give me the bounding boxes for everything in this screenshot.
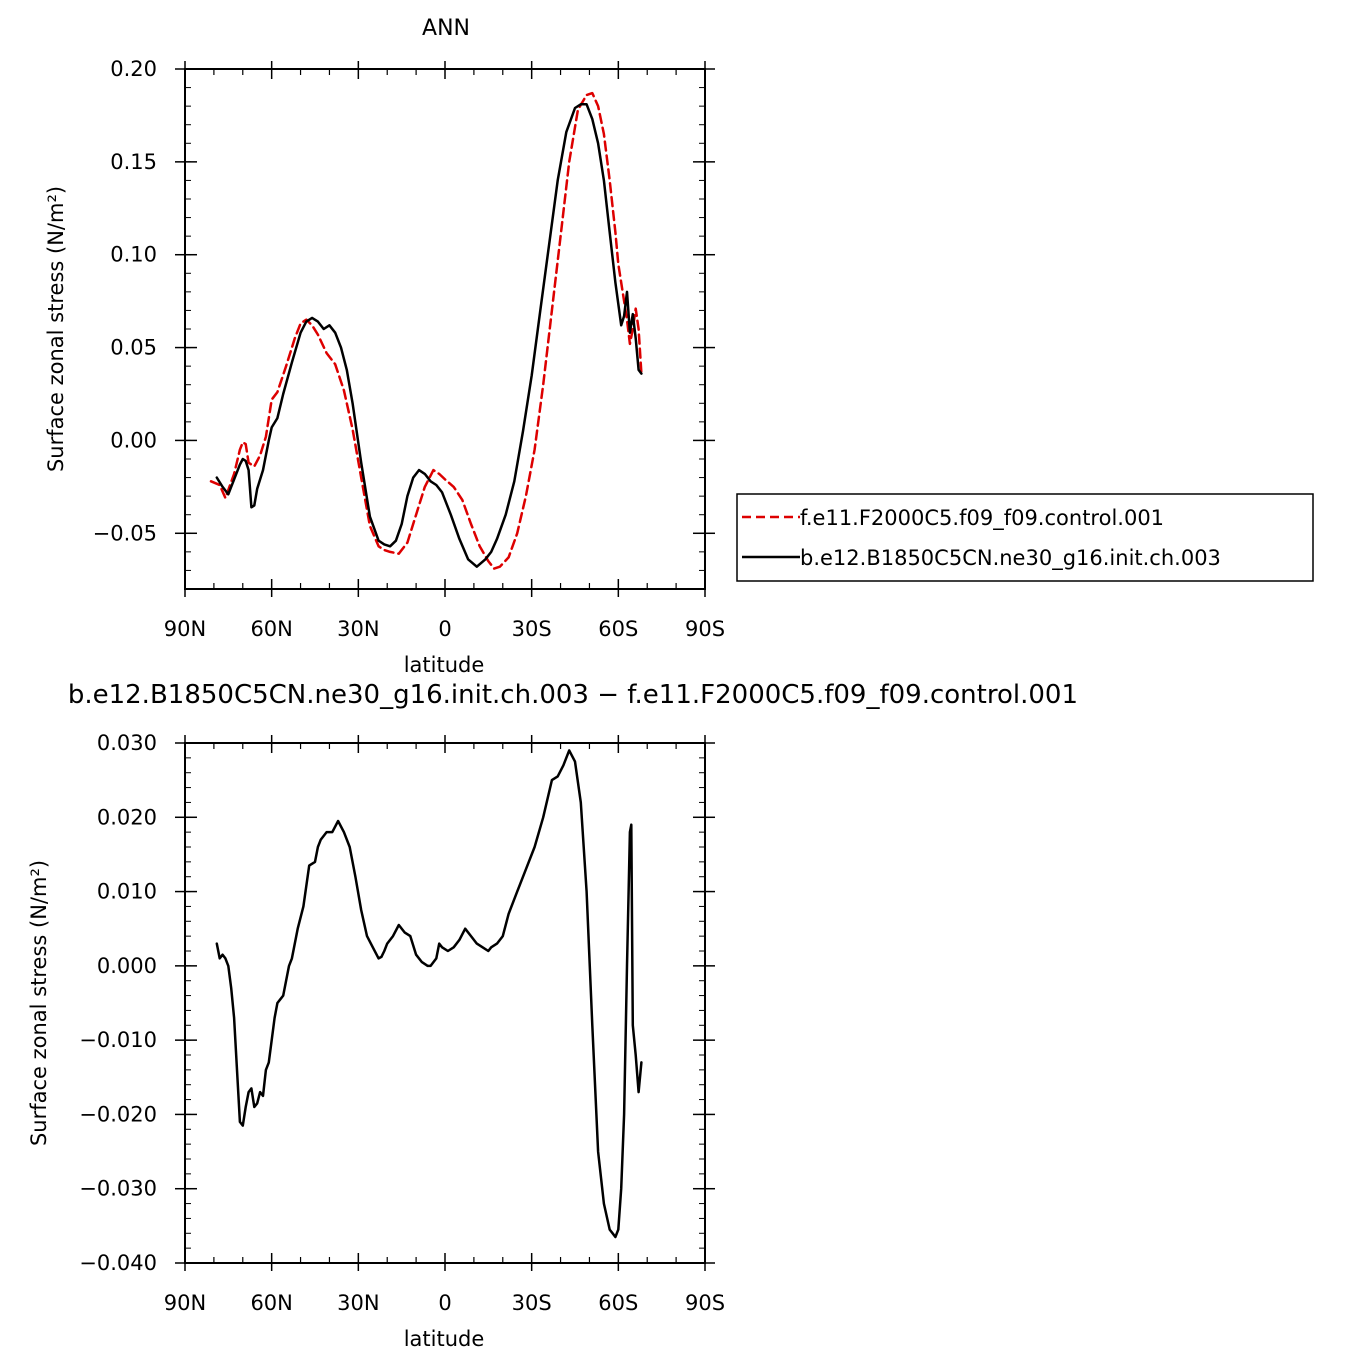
panel-1: ANN Surface zonal stress (N/m²) latitude… — [44, 16, 1314, 677]
panel-2-ticks: 90N 60N 30N 0 30S 60S 90S 0.030 0.020 0.010 0.000 −… — [79, 731, 725, 1315]
panel-1-ticks: 90N 60N 30N 0 30S 60S 90S 0.20 0.15 0.10 0.05 0.00 −… — [93, 57, 725, 641]
panel-1-xtick-label: 30S — [512, 617, 552, 641]
panel-2-xtick-label: 60S — [598, 1291, 638, 1315]
panel-1-ytick-label: −0.05 — [93, 521, 157, 545]
panel-1-series — [209, 91, 643, 570]
panel-1-legend: f.e11.F2000C5.f09_f09.control.001 b.e12.… — [736, 493, 1314, 582]
panel-1-xtick-label: 90N — [164, 617, 206, 641]
panel-1-series-line-1 — [215, 103, 643, 568]
panel-2-xtick-label: 90N — [164, 1291, 206, 1315]
legend-box — [736, 493, 1314, 582]
panel-2-xtick-label: 30N — [337, 1291, 379, 1315]
legend-label-coupled: b.e12.B1850C5CN.ne30_g16.init.ch.003 — [800, 546, 1221, 571]
panel-2-xtick-label: 0 — [438, 1291, 451, 1315]
panel-1-ytick-label: 0.05 — [110, 336, 157, 360]
panel-2-title: b.e12.B1850C5CN.ne30_g16.init.ch.003 − f… — [68, 680, 1078, 710]
panel-2-ytick-label: 0.000 — [97, 954, 157, 978]
panel-2: b.e12.B1850C5CN.ne30_g16.init.ch.003 − f… — [27, 680, 1078, 1351]
panel-1-frame — [184, 68, 706, 590]
panel-1-title: ANN — [422, 16, 470, 41]
panel-1-series-line-0 — [209, 91, 643, 570]
panel-2-xtick-label: 30S — [512, 1291, 552, 1315]
panel-1-xlabel: latitude — [404, 653, 485, 677]
legend-label-control: f.e11.F2000C5.f09_f09.control.001 — [800, 506, 1164, 531]
panel-2-ytick-label: 0.010 — [97, 880, 157, 904]
panel-2-ylabel: Surface zonal stress (N/m²) — [27, 860, 51, 1146]
panel-2-ytick-label: −0.020 — [79, 1102, 157, 1126]
panel-1-ytick-label: 0.15 — [110, 150, 157, 174]
panel-1-ytick-label: 0.20 — [110, 57, 157, 81]
panel-2-xtick-label: 60N — [250, 1291, 292, 1315]
panel-2-ytick-label: −0.040 — [79, 1251, 157, 1275]
panel-1-xtick-label: 0 — [438, 617, 451, 641]
panel-2-ytick-label: −0.030 — [79, 1177, 157, 1201]
panel-1-xtick-label: 60N — [250, 617, 292, 641]
panel-1-xtick-label: 60S — [598, 617, 638, 641]
panel-1-ylabel: Surface zonal stress (N/m²) — [44, 186, 68, 472]
panel-2-ytick-label: 0.030 — [97, 731, 157, 755]
panel-2-ytick-label: −0.010 — [79, 1028, 157, 1052]
panel-1-ytick-label: 0.00 — [110, 428, 157, 452]
panel-2-frame — [184, 742, 706, 1264]
panel-1-xtick-label: 90S — [685, 617, 725, 641]
panel-2-ytick-label: 0.020 — [97, 805, 157, 829]
panel-1-ytick-label: 0.10 — [110, 243, 157, 267]
panel-2-xlabel: latitude — [404, 1327, 485, 1351]
panel-2-xtick-label: 90S — [685, 1291, 725, 1315]
panel-1-xtick-label: 30N — [337, 617, 379, 641]
panel-2-series-line-0 — [215, 749, 643, 1239]
panel-2-series — [215, 749, 643, 1239]
